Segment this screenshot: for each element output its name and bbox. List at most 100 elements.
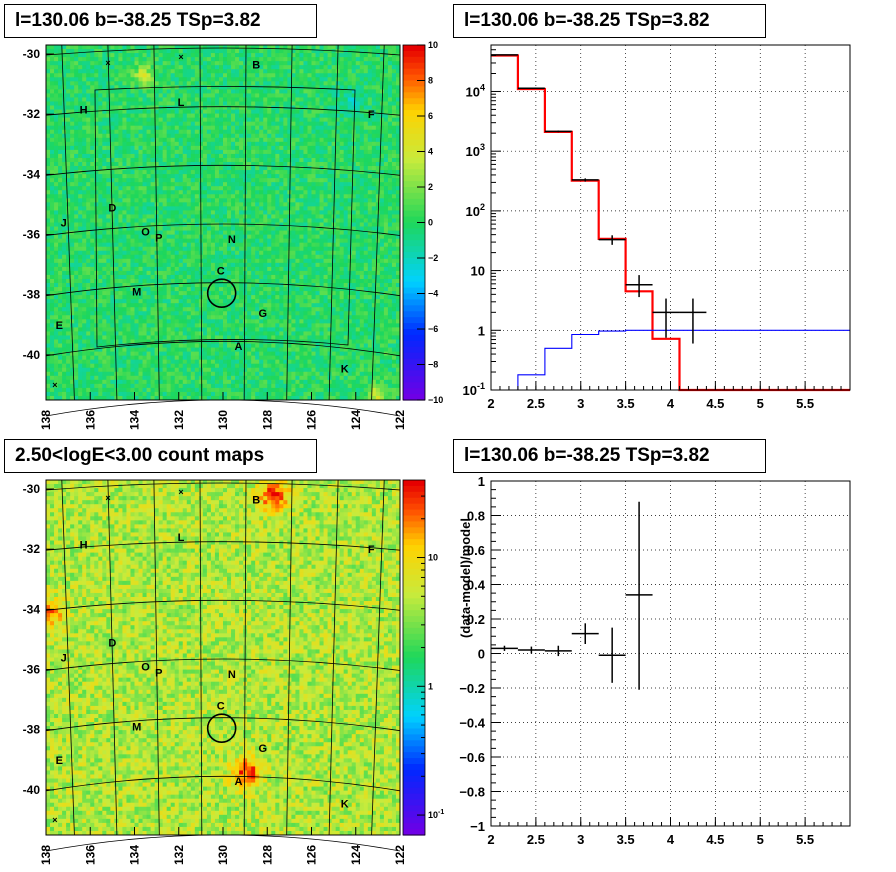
map-pixel — [90, 145, 95, 151]
map-pixel — [227, 61, 232, 66]
map-pixel — [78, 274, 83, 280]
map-pixel — [74, 383, 79, 389]
map-pixel — [54, 375, 59, 381]
map-pixel — [82, 61, 87, 66]
map-pixel — [146, 65, 151, 70]
map-pixel — [166, 270, 172, 276]
map-pixel — [102, 323, 107, 328]
map-pixel — [214, 121, 220, 127]
map-pixel — [218, 295, 224, 300]
map-pixel — [214, 351, 220, 357]
map-pixel — [58, 335, 63, 340]
map-pixel — [90, 274, 95, 280]
map-pixel — [190, 174, 196, 179]
map-pixel — [70, 57, 75, 62]
map-pixel — [186, 81, 192, 86]
map-pixel — [46, 85, 51, 90]
map-pixel — [58, 254, 63, 260]
map-pixel — [174, 359, 180, 365]
map-pixel — [227, 137, 232, 143]
map-pixel — [98, 307, 103, 312]
map-pixel — [210, 254, 216, 260]
map-pixel — [74, 359, 79, 365]
map-pixel — [239, 61, 244, 66]
map-pixel — [62, 242, 67, 248]
map-pixel — [239, 109, 244, 114]
map-pixel — [102, 375, 107, 381]
map-pixel — [50, 129, 55, 135]
map-pixel — [58, 379, 63, 385]
map-pixel — [82, 363, 87, 369]
map-pixel — [102, 61, 107, 66]
map-pixel — [78, 295, 83, 300]
map-pixel — [166, 202, 172, 207]
map-pixel — [239, 303, 244, 308]
map-pixel — [114, 194, 119, 199]
map-pixel — [50, 355, 55, 361]
map-pixel — [214, 291, 220, 296]
map-pixel — [178, 347, 184, 352]
map-pixel — [106, 299, 111, 304]
map-pixel — [239, 81, 244, 86]
map-pixel — [214, 270, 220, 276]
map-pixel — [90, 387, 95, 393]
map-pixel — [194, 363, 200, 369]
map-pixel — [58, 218, 63, 223]
map-pixel — [46, 274, 51, 280]
map-pixel — [62, 359, 67, 365]
map-pixel — [243, 395, 248, 401]
map-pixel — [98, 291, 103, 296]
map-pixel — [271, 198, 276, 203]
map-pixel — [186, 133, 192, 139]
map-pixel — [134, 129, 139, 135]
map-pixel — [54, 395, 59, 401]
map-pixel — [146, 335, 151, 340]
map-pixel — [138, 234, 143, 240]
map-pixel — [82, 311, 87, 316]
map-pixel — [74, 323, 79, 328]
map-pixel — [98, 234, 103, 240]
map-pixel — [146, 319, 151, 324]
map-pixel — [239, 299, 244, 304]
map-pixel — [70, 145, 75, 151]
map-pixel — [190, 387, 196, 393]
map-pixel — [251, 145, 256, 151]
map-pixel — [231, 157, 236, 163]
map-pixel — [218, 307, 224, 312]
map-pixel — [243, 351, 248, 357]
map-pixel — [62, 149, 67, 155]
map-pixel — [174, 375, 180, 381]
map-pixel — [78, 109, 83, 114]
map-pixel — [255, 359, 260, 365]
map-pixel — [235, 93, 240, 98]
map-pixel — [66, 274, 71, 280]
map-pixel — [210, 105, 216, 110]
map-pixel — [247, 387, 252, 393]
map-pixel — [255, 299, 260, 304]
map-pixel — [150, 315, 156, 320]
map-pixel — [162, 174, 168, 179]
map-pixel — [66, 323, 71, 328]
map-pixel — [50, 379, 55, 385]
map-pixel — [227, 319, 232, 324]
map-pixel — [114, 367, 119, 373]
map-pixel — [166, 65, 172, 70]
map-pixel — [170, 77, 176, 82]
map-pixel — [218, 153, 224, 159]
map-pixel — [106, 274, 111, 280]
map-pixel — [174, 45, 180, 50]
map-pixel — [235, 61, 240, 66]
map-pixel — [54, 258, 59, 264]
map-pixel — [122, 270, 127, 276]
map-pixel — [210, 222, 216, 227]
map-pixel — [110, 299, 115, 304]
map-pixel — [162, 186, 168, 191]
map-pixel — [214, 145, 220, 151]
map-pixel — [166, 206, 172, 211]
map-pixel — [223, 89, 228, 94]
map-pixel — [78, 262, 83, 268]
map-pixel — [82, 157, 87, 163]
map-pixel — [223, 214, 228, 219]
map-pixel — [227, 359, 232, 365]
map-pixel — [174, 206, 180, 211]
